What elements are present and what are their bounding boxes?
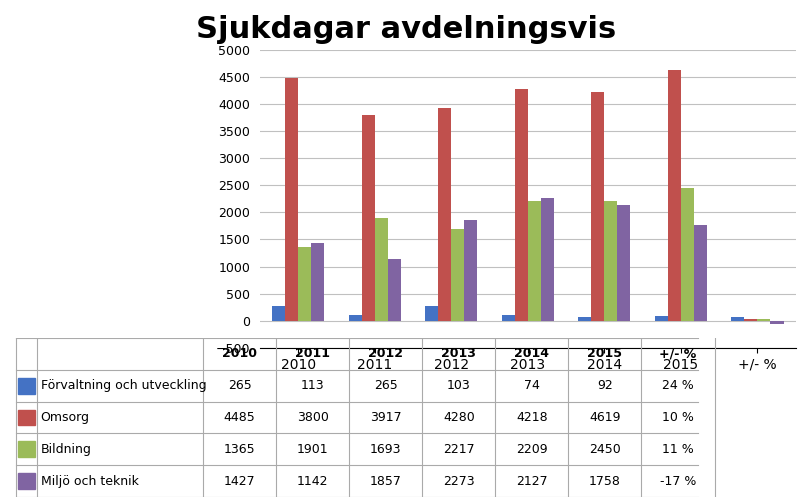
Text: 3917: 3917 <box>370 411 401 424</box>
Text: 4485: 4485 <box>223 411 255 424</box>
Bar <box>387 259 400 321</box>
Text: 2450: 2450 <box>588 443 620 456</box>
Text: -17 %: -17 % <box>659 475 695 488</box>
Bar <box>501 315 514 321</box>
Bar <box>680 188 693 321</box>
Text: 1758: 1758 <box>588 475 620 488</box>
Bar <box>590 92 603 321</box>
Text: 1427: 1427 <box>224 475 255 488</box>
Bar <box>603 201 616 321</box>
Bar <box>757 319 770 321</box>
Bar <box>361 115 374 321</box>
Text: 265: 265 <box>373 379 397 392</box>
Text: 74: 74 <box>523 379 539 392</box>
Text: 1365: 1365 <box>224 443 255 456</box>
Text: 4280: 4280 <box>442 411 474 424</box>
Bar <box>616 205 629 321</box>
Bar <box>654 316 667 321</box>
Text: Bildning: Bildning <box>41 443 92 456</box>
Bar <box>425 307 438 321</box>
Bar <box>693 226 706 321</box>
Text: 1142: 1142 <box>297 475 328 488</box>
Text: 2217: 2217 <box>443 443 474 456</box>
Bar <box>272 307 285 321</box>
Bar <box>514 89 527 321</box>
Text: 1857: 1857 <box>369 475 401 488</box>
Bar <box>667 71 680 321</box>
Text: 103: 103 <box>446 379 470 392</box>
Bar <box>577 317 590 321</box>
Bar <box>18 473 35 489</box>
Text: 2014: 2014 <box>513 347 549 360</box>
Bar <box>731 317 744 321</box>
Text: Förvaltning och utveckling: Förvaltning och utveckling <box>41 379 206 392</box>
Text: 1693: 1693 <box>370 443 401 456</box>
Text: 2209: 2209 <box>516 443 547 456</box>
Bar <box>18 410 35 425</box>
Bar <box>744 319 757 321</box>
Text: 2127: 2127 <box>516 475 547 488</box>
Bar <box>438 108 451 321</box>
Text: 92: 92 <box>596 379 612 392</box>
Bar <box>285 78 298 321</box>
Text: Miljö och teknik: Miljö och teknik <box>41 475 139 488</box>
Text: 2011: 2011 <box>294 347 330 360</box>
Text: 2012: 2012 <box>367 347 403 360</box>
Text: 10 %: 10 % <box>661 411 693 424</box>
Bar <box>311 244 324 321</box>
Bar <box>18 378 35 394</box>
Text: 11 %: 11 % <box>661 443 693 456</box>
Text: Omsorg: Omsorg <box>41 411 89 424</box>
Bar <box>374 218 387 321</box>
Text: 4619: 4619 <box>589 411 620 424</box>
Bar <box>464 220 477 321</box>
Bar <box>348 315 361 321</box>
Text: 2013: 2013 <box>441 347 475 360</box>
Bar <box>540 197 553 321</box>
Text: 3800: 3800 <box>296 411 328 424</box>
Text: 113: 113 <box>300 379 324 392</box>
Text: 265: 265 <box>227 379 251 392</box>
Text: 24 %: 24 % <box>661 379 693 392</box>
Bar <box>451 229 464 321</box>
Bar <box>527 201 540 321</box>
Bar <box>770 321 783 324</box>
Text: 2015: 2015 <box>586 347 622 360</box>
Text: 4218: 4218 <box>516 411 547 424</box>
Text: 2273: 2273 <box>443 475 474 488</box>
Bar <box>298 247 311 321</box>
Text: 1901: 1901 <box>297 443 328 456</box>
Text: Sjukdagar avdelningsvis: Sjukdagar avdelningsvis <box>195 15 616 44</box>
Text: +/- %: +/- % <box>659 347 696 360</box>
Bar <box>18 441 35 457</box>
Text: 2010: 2010 <box>221 347 257 360</box>
